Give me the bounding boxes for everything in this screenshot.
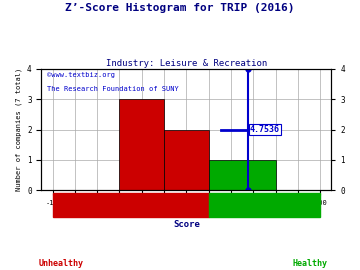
Bar [209,193,320,217]
Bar [120,99,164,190]
Title: Industry: Leisure & Recreation: Industry: Leisure & Recreation [106,59,267,68]
Y-axis label: Number of companies (7 total): Number of companies (7 total) [15,68,22,191]
Text: Healthy: Healthy [292,259,327,268]
Bar [209,160,276,190]
Text: Z’-Score Histogram for TRIP (2016): Z’-Score Histogram for TRIP (2016) [65,3,295,13]
X-axis label: Score: Score [173,220,200,229]
Text: Unhealthy: Unhealthy [39,259,84,268]
Text: The Research Foundation of SUNY: The Research Foundation of SUNY [47,86,179,92]
Text: ©www.textbiz.org: ©www.textbiz.org [47,72,115,78]
Bar [53,193,209,217]
Text: 4.7536: 4.7536 [250,125,280,134]
Bar [164,130,209,190]
